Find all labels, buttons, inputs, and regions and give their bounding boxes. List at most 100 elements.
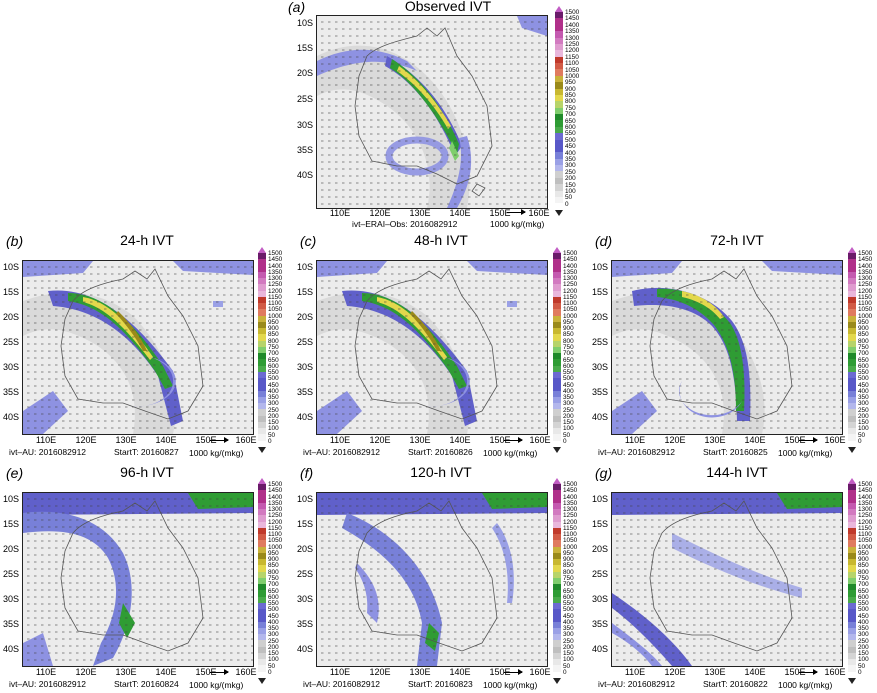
- ivt-map: [23, 261, 253, 434]
- lat-label: 15S: [2, 519, 19, 529]
- ivt-contour-fill: [83, 297, 153, 360]
- lon-label: 110E: [329, 208, 351, 218]
- ivt-contour-fill: [116, 311, 147, 351]
- lat-label: 35S: [296, 387, 313, 397]
- map-frame: [22, 260, 254, 435]
- panel-title: 72-h IVT: [710, 232, 764, 248]
- caption-ref-vector: 1000 kg/(mkg): [490, 219, 545, 229]
- lat-label: 20S: [2, 544, 19, 554]
- ivt-map: [317, 493, 547, 666]
- lon-label: 130E: [115, 435, 137, 445]
- map-frame: [316, 492, 548, 667]
- caption-ref-vector: 1000 kg/(mkg): [189, 680, 244, 690]
- panel-letter: (f): [300, 465, 314, 481]
- lon-label: 140E: [449, 435, 471, 445]
- lon-label: 130E: [409, 208, 431, 218]
- wind-vectors: [27, 498, 253, 661]
- panel-title: 96-h IVT: [120, 464, 174, 480]
- wind-vectors: [616, 266, 842, 429]
- lon-label: 140E: [155, 667, 177, 677]
- caption-start-time: StartT: 20160825: [703, 447, 768, 457]
- lon-label: 110E: [329, 435, 351, 445]
- lat-label: 30S: [591, 362, 608, 372]
- wind-vectors: [321, 21, 547, 205]
- lat-label: 10S: [296, 262, 313, 272]
- panel-letter: (e): [6, 465, 24, 481]
- lon-label: 120E: [75, 435, 97, 445]
- caption-source: ivt–AU: 2016082912: [598, 447, 676, 457]
- ivt-contour-fill: [213, 301, 223, 307]
- ivt-contour-fill: [23, 633, 53, 666]
- lat-label: 10S: [591, 262, 608, 272]
- lon-label: 120E: [369, 435, 391, 445]
- caption-start-time: StartT: 20160827: [114, 447, 179, 457]
- lat-label: 10S: [2, 494, 19, 504]
- ivt-contour-fill: [23, 261, 93, 277]
- ivt-contour-fill: [377, 297, 447, 360]
- ivt-contour-fill: [317, 391, 362, 434]
- caption-ref-vector: 1000 kg/(mkg): [483, 448, 538, 458]
- lon-label: 110E: [35, 667, 57, 677]
- lon-label: 150E: [195, 435, 217, 445]
- reference-vector-arrow: [504, 437, 523, 443]
- wind-vectors: [321, 498, 547, 661]
- lat-label: 35S: [296, 145, 313, 155]
- ivt-map-a: [317, 16, 547, 208]
- lon-label: 150E: [489, 435, 511, 445]
- lon-label: 130E: [704, 435, 726, 445]
- lat-label: 35S: [591, 387, 608, 397]
- caption-source: ivt–AU: 2016082912: [9, 447, 87, 457]
- lat-label: 40S: [2, 412, 19, 422]
- ivt-contour-fill: [119, 603, 135, 638]
- panel-title: Observed IVT: [404, 0, 492, 14]
- ivt-contour-fill: [23, 511, 132, 666]
- ivt-contour-fill: [492, 523, 514, 603]
- ivt-contour-fill: [342, 513, 442, 666]
- lat-label: 25S: [2, 337, 19, 347]
- lon-label: 160E: [235, 667, 257, 677]
- lat-label: 15S: [2, 287, 19, 297]
- ivt-contour-fill: [612, 261, 682, 277]
- caption-source: ivt–AU: 2016082912: [9, 679, 87, 689]
- lon-label: 120E: [75, 667, 97, 677]
- lat-label: 15S: [296, 43, 313, 53]
- lon-label: 150E: [489, 208, 511, 218]
- lat-label: 40S: [296, 412, 313, 422]
- caption-source: ivt–ERAI–Obs: 2016082912: [352, 219, 458, 229]
- ivt-contour-fill: [173, 261, 253, 275]
- ivt-contour-fill: [682, 291, 724, 319]
- lat-label: 15S: [296, 287, 313, 297]
- lat-label: 30S: [296, 120, 313, 130]
- panel-title: 48-h IVT: [414, 232, 468, 248]
- panel-letter: (c): [300, 233, 317, 249]
- lon-label: 140E: [155, 435, 177, 445]
- lon-label: 160E: [529, 435, 551, 445]
- reference-vector-arrow: [507, 209, 526, 215]
- lon-label: 140E: [449, 208, 471, 218]
- ivt-contour-fill: [482, 493, 547, 509]
- lon-label: 130E: [115, 667, 137, 677]
- ivt-contour-fill: [23, 391, 68, 434]
- lon-label: 110E: [624, 435, 646, 445]
- caption-start-time: StartT: 20160826: [408, 447, 473, 457]
- ivt-contour-fill: [23, 292, 176, 434]
- ivt-contour-fill: [188, 493, 253, 509]
- ivt-contour-fill: [657, 288, 745, 411]
- lat-label: 40S: [2, 644, 19, 654]
- panel-letter: (d): [595, 233, 613, 249]
- wind-vectors: [27, 266, 253, 429]
- lat-label: 25S: [296, 337, 313, 347]
- lon-label: 120E: [664, 435, 686, 445]
- lat-label: 25S: [2, 569, 19, 579]
- caption-ref-vector: 1000 kg/(mkg): [189, 448, 244, 458]
- lat-label: 30S: [2, 594, 19, 604]
- lat-label: 30S: [296, 362, 313, 372]
- lon-label: 110E: [35, 435, 57, 445]
- panel-letter: (b): [6, 233, 24, 249]
- lon-label: 160E: [528, 208, 550, 218]
- panel-title: 24-h IVT: [120, 232, 174, 248]
- map-frame: [316, 260, 548, 435]
- ivt-contour-fill: [507, 301, 517, 307]
- lat-label: 20S: [296, 312, 313, 322]
- panel-title: 120-h IVT: [410, 464, 472, 480]
